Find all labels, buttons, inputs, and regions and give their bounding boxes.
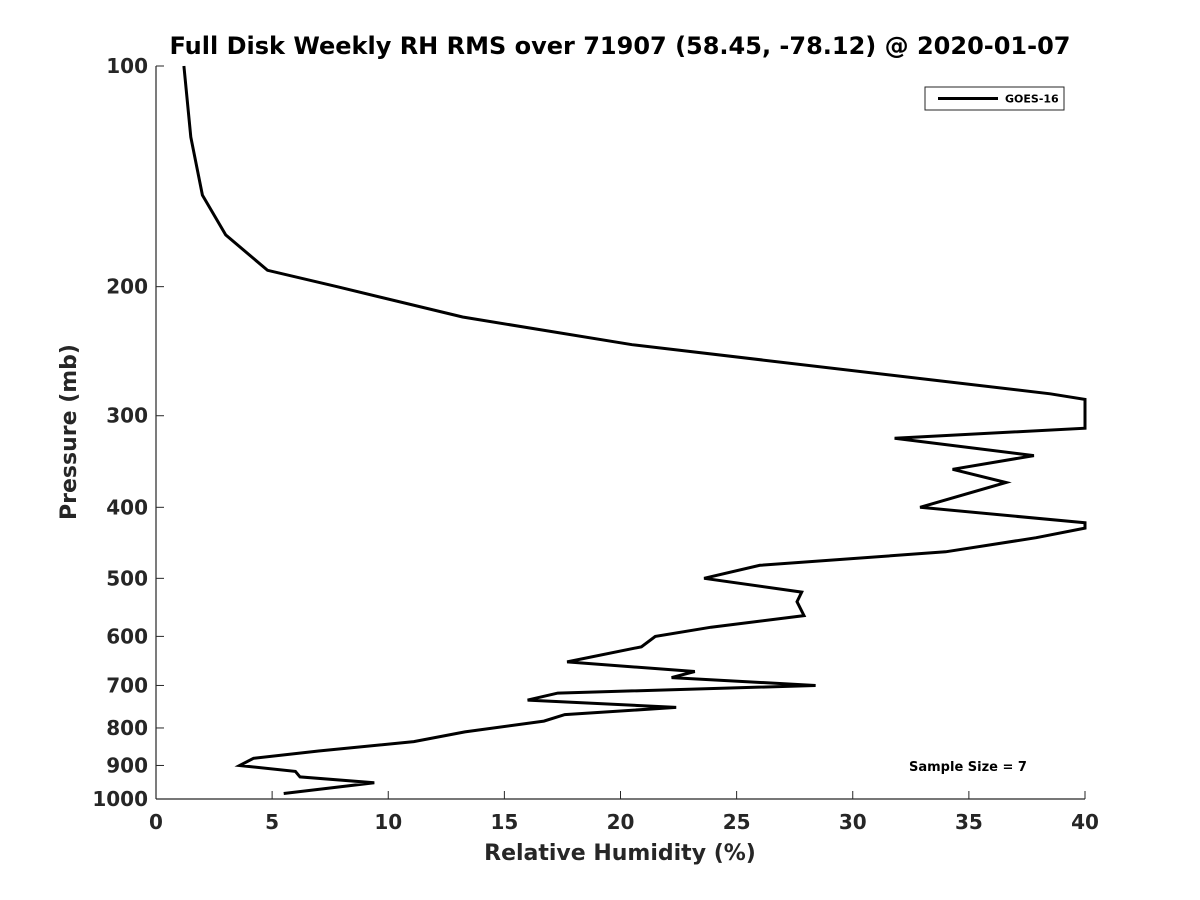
x-tick-label: 25 (723, 810, 751, 834)
x-tick-label: 0 (149, 810, 163, 834)
y-tick-label: 500 (106, 566, 148, 590)
y-axis-label: Pressure (mb) (57, 344, 82, 520)
series-line-goes-16 (182, 65, 1087, 795)
sample-size-annotation: Sample Size = 7 (909, 760, 1027, 775)
x-tick-group: 0 5 10 15 20 25 30 35 40 (149, 791, 1099, 834)
x-tick-label: 10 (374, 810, 402, 834)
y-tick-label: 700 (106, 673, 148, 697)
y-tick-label: 1000 (92, 787, 148, 811)
x-tick-label: 20 (607, 810, 635, 834)
y-tick-label: 200 (106, 275, 148, 299)
y-tick-group: 100 200 300 400 500 600 700 800 900 1000 (92, 54, 164, 811)
y-tick-label: 400 (106, 495, 148, 519)
legend-label-goes-16: GOES-16 (1005, 93, 1059, 106)
x-axis-label: Relative Humidity (%) (484, 841, 756, 866)
plot-area (155, 66, 1085, 800)
y-tick-label: 600 (106, 624, 148, 648)
x-tick-label: 5 (265, 810, 279, 834)
x-tick-label: 30 (839, 810, 867, 834)
chart-title: Full Disk Weekly RH RMS over 71907 (58.4… (169, 32, 1070, 60)
y-tick-label: 100 (106, 54, 148, 78)
y-tick-label: 300 (106, 404, 148, 428)
legend: GOES-16 (924, 86, 1065, 111)
y-tick-label: 800 (106, 716, 148, 740)
x-tick-label: 40 (1071, 810, 1099, 834)
x-tick-label: 15 (490, 810, 518, 834)
y-tick-label: 900 (106, 753, 148, 777)
x-tick-label: 35 (955, 810, 983, 834)
